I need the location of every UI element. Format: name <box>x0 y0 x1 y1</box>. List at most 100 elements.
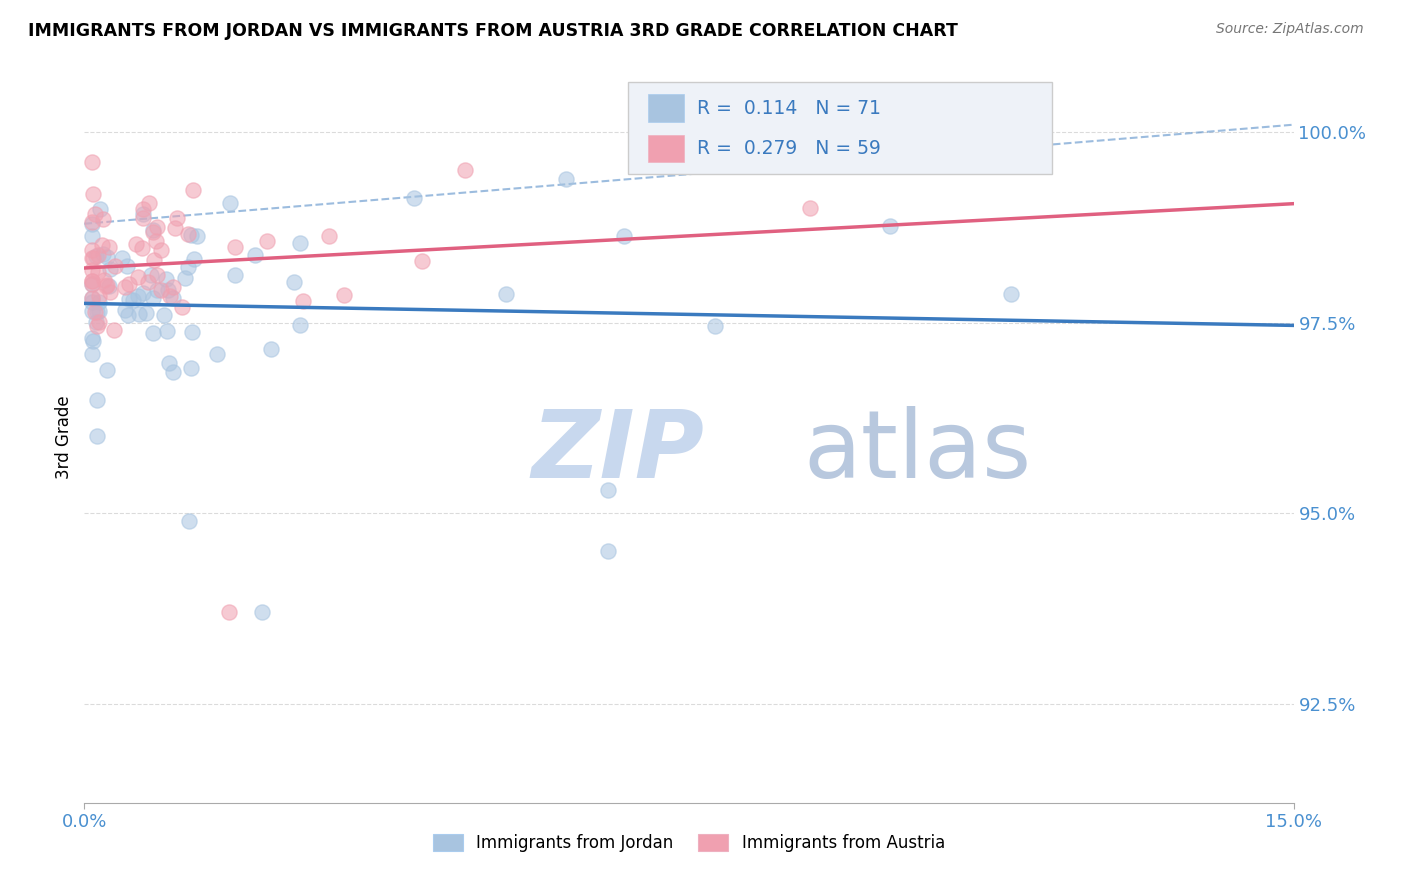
Point <box>82 155 104 169</box>
Point <box>157 356 180 370</box>
Point <box>135 306 157 320</box>
Point <box>142 291 165 305</box>
Point <box>125 236 148 251</box>
Point <box>82 277 104 291</box>
Point <box>118 277 141 291</box>
Point <box>84 316 107 330</box>
Point <box>159 288 181 302</box>
Text: ZIP: ZIP <box>531 406 704 498</box>
Point <box>404 191 426 205</box>
Point <box>146 283 169 297</box>
Point <box>82 243 104 257</box>
Point <box>114 280 136 294</box>
Point <box>181 183 204 197</box>
Point <box>114 303 136 318</box>
Point <box>93 273 115 287</box>
Point <box>82 294 104 309</box>
Point <box>283 275 305 289</box>
Point <box>94 279 117 293</box>
Point <box>82 186 104 201</box>
Point <box>98 262 121 277</box>
Point <box>177 260 200 274</box>
Point <box>145 234 167 248</box>
Point <box>142 225 165 239</box>
Point <box>127 269 149 284</box>
Point <box>495 287 517 301</box>
Point <box>145 268 167 283</box>
Point <box>82 334 104 348</box>
Point <box>82 217 104 231</box>
Point <box>179 514 201 528</box>
Point <box>155 271 177 285</box>
Point <box>82 228 104 243</box>
Point <box>117 308 139 322</box>
Point <box>260 342 283 356</box>
Point <box>132 211 155 226</box>
Point <box>183 252 205 267</box>
Point <box>87 295 110 310</box>
Point <box>288 235 311 250</box>
Point <box>86 318 108 333</box>
Point <box>1000 287 1022 301</box>
Point <box>453 163 475 178</box>
Point <box>89 202 111 216</box>
Point <box>87 265 110 279</box>
Point <box>613 228 636 243</box>
FancyBboxPatch shape <box>628 82 1052 174</box>
Point <box>82 347 104 361</box>
Point <box>128 307 150 321</box>
Point <box>90 238 112 252</box>
Point <box>177 227 200 242</box>
Point <box>136 276 159 290</box>
Point <box>98 240 121 254</box>
Point <box>598 544 620 558</box>
Point <box>411 254 433 268</box>
Point <box>166 211 188 225</box>
Point <box>115 259 138 273</box>
Point <box>146 219 169 234</box>
Point <box>82 215 104 229</box>
Point <box>218 196 240 211</box>
Point <box>292 293 315 308</box>
Point <box>82 277 104 291</box>
Point <box>103 323 125 337</box>
Point <box>131 241 153 255</box>
Point <box>218 605 240 619</box>
Point <box>87 248 110 262</box>
Point <box>86 428 108 442</box>
FancyBboxPatch shape <box>648 95 685 122</box>
Point <box>224 268 246 282</box>
Point <box>245 248 267 262</box>
Point <box>87 289 110 303</box>
Point <box>86 304 108 318</box>
Point <box>149 243 172 257</box>
Point <box>879 219 901 233</box>
Point <box>82 304 104 318</box>
Point <box>84 304 107 318</box>
Text: IMMIGRANTS FROM JORDAN VS IMMIGRANTS FROM AUSTRIA 3RD GRADE CORRELATION CHART: IMMIGRANTS FROM JORDAN VS IMMIGRANTS FRO… <box>28 22 957 40</box>
Point <box>86 393 108 408</box>
Point <box>96 277 118 292</box>
Point <box>87 303 110 318</box>
Point <box>318 229 340 244</box>
Text: Source: ZipAtlas.com: Source: ZipAtlas.com <box>1216 22 1364 37</box>
Point <box>162 291 184 305</box>
Point <box>82 291 104 305</box>
Point <box>172 300 194 314</box>
Point <box>96 363 118 377</box>
FancyBboxPatch shape <box>648 135 685 162</box>
Point <box>132 285 155 300</box>
Point <box>82 263 104 277</box>
Point <box>83 207 105 221</box>
Point <box>250 605 273 619</box>
Point <box>799 202 821 216</box>
Point <box>165 221 187 235</box>
Text: R =  0.279   N = 59: R = 0.279 N = 59 <box>697 139 882 158</box>
Point <box>82 291 104 305</box>
Point <box>91 247 114 261</box>
Point <box>174 271 197 285</box>
Point <box>138 196 160 211</box>
Point <box>86 250 108 264</box>
Point <box>162 279 184 293</box>
Point <box>91 211 114 226</box>
